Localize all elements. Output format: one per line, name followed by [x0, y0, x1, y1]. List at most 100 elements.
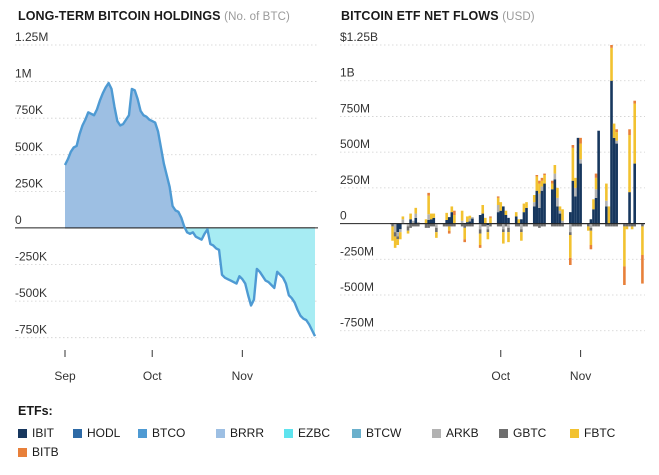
bar-segment-ibit: [589, 219, 593, 224]
bar-segment-ibit: [532, 206, 536, 224]
bar-segment-gbtc: [532, 223, 536, 227]
bar-segment-gbtc: [556, 223, 559, 227]
legend-item-arkb: ARKB: [432, 426, 479, 440]
legend-item-hodl: HODL: [73, 426, 120, 440]
bar-segment-arkb: [589, 223, 593, 228]
y-tick-label: 250K: [15, 176, 43, 190]
bar-segment-fbtc: [594, 177, 598, 190]
bar-segment-ibit: [399, 223, 402, 230]
charts-canvas: 1.25M 1M 750K 500K 250K 0 -250K -500K -750K Sep Oc…: [15, 30, 645, 383]
x-tick-label: Nov: [232, 369, 253, 383]
bar-segment-arkb: [471, 217, 474, 219]
bar-segment-fbtc: [406, 230, 410, 234]
y-tick-label: 0: [340, 209, 347, 223]
bar-segment-gbtc: [587, 223, 590, 227]
bar-segment-gbtc: [517, 223, 521, 227]
bar-segment-gbtc: [478, 229, 482, 234]
bar-segment-fbtc: [522, 203, 526, 213]
bar-segment-fbtc: [514, 212, 518, 217]
x-tick-label: Oct: [143, 369, 162, 383]
bar-segment-fbtc: [450, 206, 454, 213]
bar-segment-gbtc: [561, 223, 564, 227]
bar-segment-fbtc: [612, 123, 616, 138]
bar-segment-gbtc: [481, 223, 485, 227]
bar-segment-fbtc: [478, 233, 482, 245]
bar-segment-ibit: [396, 223, 400, 233]
y-tick-label: 500K: [15, 140, 43, 154]
bar-segment-ibit: [628, 192, 631, 224]
bar-segment-ibit: [502, 206, 505, 224]
bar-segment-ibit: [597, 130, 600, 224]
bar-segment-arkb: [406, 223, 410, 227]
legend-label: EZBC: [298, 426, 331, 440]
bar-segment-ibit: [540, 190, 544, 224]
bar-segment-gbtc: [502, 229, 505, 233]
bar-segment-ibit: [414, 217, 418, 224]
bar-segment-gbtc: [507, 227, 510, 233]
y-tick-label: $1.25B: [340, 30, 378, 44]
y-tick-label: -750K: [15, 323, 47, 337]
y-tick-label: 1M: [15, 67, 32, 81]
bar-segment-gbtc: [391, 223, 394, 227]
bar-segment-ibit: [507, 217, 510, 224]
bar-segment-ibit: [409, 219, 412, 224]
legend-label: BRRR: [230, 426, 265, 440]
bar-segment-bitb: [610, 45, 613, 48]
left-chart-title-text: LONG-TERM BITCOIN HOLDINGS: [18, 9, 221, 23]
bar-segment-fbtc: [592, 199, 595, 210]
bar-segment-arkb: [605, 200, 608, 207]
bar-segment-fbtc: [532, 195, 536, 203]
bar-segment-gbtc: [496, 223, 500, 227]
bar-segment-fbtc: [484, 217, 487, 224]
holdings-line: [63, 81, 317, 337]
bar-segment-arkb: [460, 220, 464, 224]
bar-segment-ibit: [481, 213, 485, 224]
bar-segment-arkb: [468, 218, 472, 222]
legend-item-fbtc: FBTC: [570, 426, 615, 440]
bar-segment-ibit: [633, 163, 636, 224]
bar-segment-arkb: [556, 197, 559, 207]
legend-swatch: [138, 428, 147, 438]
bar-segment-gbtc: [525, 223, 528, 227]
bar-segment-fbtc: [435, 232, 438, 238]
bar-segment-ibit: [450, 212, 454, 224]
bar-segment-arkb: [558, 210, 562, 214]
bar-segment-fbtc: [625, 226, 629, 230]
bar-segment-ibit: [543, 183, 546, 224]
bar-segment-fbtc: [550, 183, 554, 190]
bar-segment-gbtc: [594, 223, 598, 227]
bar-segment-gbtc: [605, 223, 608, 227]
bar-segment-bitb: [594, 173, 598, 178]
bar-segment-arkb: [540, 186, 544, 191]
bar-segment-fbtc: [540, 180, 544, 187]
bar-segment-bitb: [538, 180, 541, 184]
bar-segment-ibit: [538, 207, 541, 224]
bar-segment-gbtc: [579, 223, 582, 227]
bar-segment-fbtc: [615, 132, 618, 141]
left-chart-title: LONG-TERM BITCOIN HOLDINGS (No. of BTC): [18, 9, 290, 23]
bar-segment-gbtc: [633, 223, 636, 227]
bar-segment-fbtc: [587, 226, 590, 231]
bar-segment-fbtc: [447, 226, 451, 231]
bar-segment-fbtc: [558, 206, 562, 211]
bar-segment-ibit: [478, 215, 482, 224]
y-tick-label: -250M: [340, 244, 374, 258]
x-tick-label: Nov: [570, 369, 591, 383]
bar-segment-ibit: [556, 206, 559, 224]
bar-segment-fbtc: [453, 215, 456, 224]
bar-segment-bitb: [447, 230, 451, 234]
bar-segment-gbtc: [499, 223, 503, 227]
bar-segment-gbtc: [393, 232, 397, 237]
bar-segment-bitb: [427, 192, 430, 196]
bar-segment-fbtc: [571, 147, 575, 181]
bar-segment-fbtc: [432, 213, 436, 218]
bar-segment-gbtc: [406, 226, 410, 231]
bar-segment-ibit: [471, 218, 474, 224]
legend-label: HODL: [87, 426, 121, 440]
bar-segment-ibit: [522, 212, 526, 224]
bar-segment-ibit: [465, 222, 469, 224]
bar-segment-gbtc: [453, 223, 456, 227]
bar-segment-arkb: [615, 140, 618, 144]
bar-segment-bitb: [489, 216, 492, 218]
y-tick-label: 750K: [15, 103, 43, 117]
